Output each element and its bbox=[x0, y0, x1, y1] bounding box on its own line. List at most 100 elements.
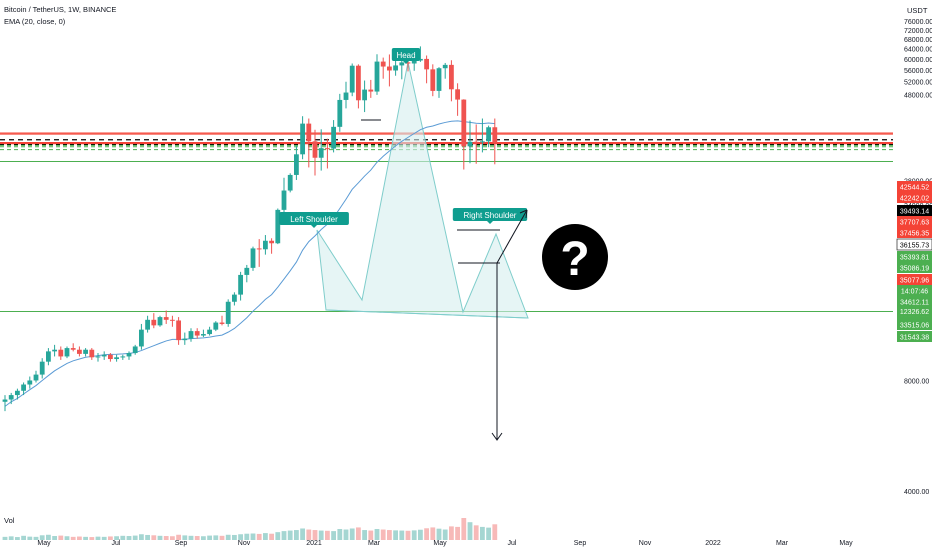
candle-body bbox=[27, 380, 33, 385]
candle-body bbox=[387, 66, 392, 71]
price-tag: 37456.35 bbox=[900, 231, 929, 238]
volume-bar bbox=[331, 531, 336, 540]
candle-body bbox=[306, 123, 312, 142]
left-shoulder-label-pointer bbox=[311, 225, 317, 228]
down-arrow-head bbox=[491, 432, 503, 441]
y-tick-label: 64000.00 bbox=[904, 47, 932, 54]
candle-body bbox=[83, 349, 88, 354]
candle-body bbox=[64, 348, 70, 357]
head-label-bg bbox=[391, 48, 421, 61]
candle-body bbox=[318, 148, 324, 158]
candle-body bbox=[374, 61, 380, 92]
volume-bar bbox=[281, 531, 287, 540]
volume-bar bbox=[455, 526, 460, 540]
candle-body bbox=[331, 126, 336, 149]
candle-body bbox=[473, 141, 479, 143]
volume-bar bbox=[306, 529, 312, 540]
x-tick-label: 2022 bbox=[705, 540, 721, 547]
price-tag: 35077.96 bbox=[900, 278, 929, 285]
volume-bar bbox=[70, 536, 76, 540]
candle-body bbox=[380, 61, 386, 67]
symbol-title: Bitcoin / TetherUS, 1W, BINANCE bbox=[4, 5, 117, 14]
y-tick-label: 52000.00 bbox=[904, 80, 932, 87]
volume-bar bbox=[126, 536, 132, 540]
price-tag: 39493.14 bbox=[900, 209, 929, 216]
question-circle bbox=[542, 224, 608, 290]
price-axis[interactable]: 4000.008000.0012000.0016000.0020000.0024… bbox=[896, 19, 932, 496]
volume-bar bbox=[263, 533, 268, 540]
volume-bar bbox=[27, 536, 33, 540]
right-shoulder-label-pointer bbox=[487, 221, 493, 224]
volume-bar bbox=[387, 530, 392, 540]
volume-bar bbox=[120, 535, 126, 540]
up-arrow bbox=[496, 209, 528, 264]
price-tag-bg bbox=[896, 238, 932, 251]
price-tag-bg bbox=[897, 181, 932, 192]
volume-bar bbox=[194, 536, 200, 540]
volume-bar bbox=[163, 536, 169, 540]
y-tick-label: 76000.00 bbox=[904, 19, 932, 26]
x-tick-label: 2021 bbox=[306, 540, 322, 547]
candle-body bbox=[263, 240, 268, 250]
candle-body bbox=[15, 390, 20, 396]
ema-path bbox=[4, 120, 495, 407]
volume-bar bbox=[33, 536, 39, 540]
candle-body bbox=[39, 361, 45, 375]
price-tag-bg bbox=[897, 331, 932, 342]
price-tag-bg bbox=[897, 319, 932, 330]
right-shoulder-label: Right Shoulder bbox=[464, 211, 517, 220]
volume-bar bbox=[337, 529, 343, 540]
volume-bar bbox=[64, 536, 70, 540]
currency-label: USDT bbox=[907, 6, 928, 15]
price-tag-bg bbox=[897, 216, 932, 227]
horizontal-levels bbox=[0, 132, 893, 312]
candle-body bbox=[300, 123, 305, 155]
candle-body bbox=[95, 356, 101, 358]
volume-bar bbox=[442, 529, 448, 540]
candle-body bbox=[70, 348, 76, 350]
candle-body bbox=[244, 267, 250, 275]
time-axis[interactable]: May Jul Sep Nov 2021 Mar May Jul Sep Nov 2022 Mar Ma… bbox=[37, 540, 853, 547]
head-shoulders-pattern bbox=[316, 61, 529, 319]
left-shoulder-label: Left Shoulder bbox=[290, 215, 338, 224]
price-tag-bg bbox=[897, 192, 932, 203]
price-tag: 12326.62 bbox=[900, 309, 929, 316]
volume-bar bbox=[176, 534, 181, 540]
volume-bar bbox=[39, 535, 45, 540]
volume-bar bbox=[8, 536, 14, 540]
up-arrow-head bbox=[519, 209, 528, 219]
price-tag: 42242.02 bbox=[900, 196, 929, 203]
ema-line bbox=[4, 120, 495, 407]
volume-bar bbox=[89, 537, 95, 540]
price-tag: 37707.63 bbox=[900, 220, 929, 227]
candle-body bbox=[275, 209, 281, 244]
candle-body bbox=[232, 294, 237, 302]
volume-label: Vol bbox=[4, 516, 15, 525]
x-tick-label: Mar bbox=[776, 540, 789, 547]
candle-body bbox=[46, 351, 51, 362]
candle-body bbox=[101, 354, 107, 357]
price-tag-bg bbox=[897, 262, 932, 273]
volume-bar bbox=[157, 535, 163, 540]
volume-bar bbox=[393, 530, 398, 540]
y-tick-label: 8000.00 bbox=[904, 378, 929, 385]
price-tag: 33515.06 bbox=[900, 323, 929, 330]
candle-body bbox=[405, 62, 411, 64]
y-tick-label: 48000.00 bbox=[904, 93, 932, 100]
volume-bar bbox=[232, 534, 237, 540]
candle-body bbox=[436, 68, 442, 91]
y-tick-label: 72000.00 bbox=[904, 28, 932, 35]
volume-bar bbox=[405, 530, 411, 540]
volume-bar bbox=[418, 529, 423, 540]
candle-body bbox=[126, 353, 132, 357]
candle-body bbox=[368, 89, 374, 92]
candle-body bbox=[269, 240, 274, 244]
volume-bar bbox=[95, 536, 101, 540]
candle-body bbox=[194, 331, 200, 336]
x-tick-label: Sep bbox=[175, 540, 188, 547]
x-tick-label: Nov bbox=[639, 540, 652, 547]
volume-bar bbox=[287, 530, 293, 540]
candle-body bbox=[139, 329, 144, 347]
y-tick-label: 56000.00 bbox=[904, 68, 932, 75]
